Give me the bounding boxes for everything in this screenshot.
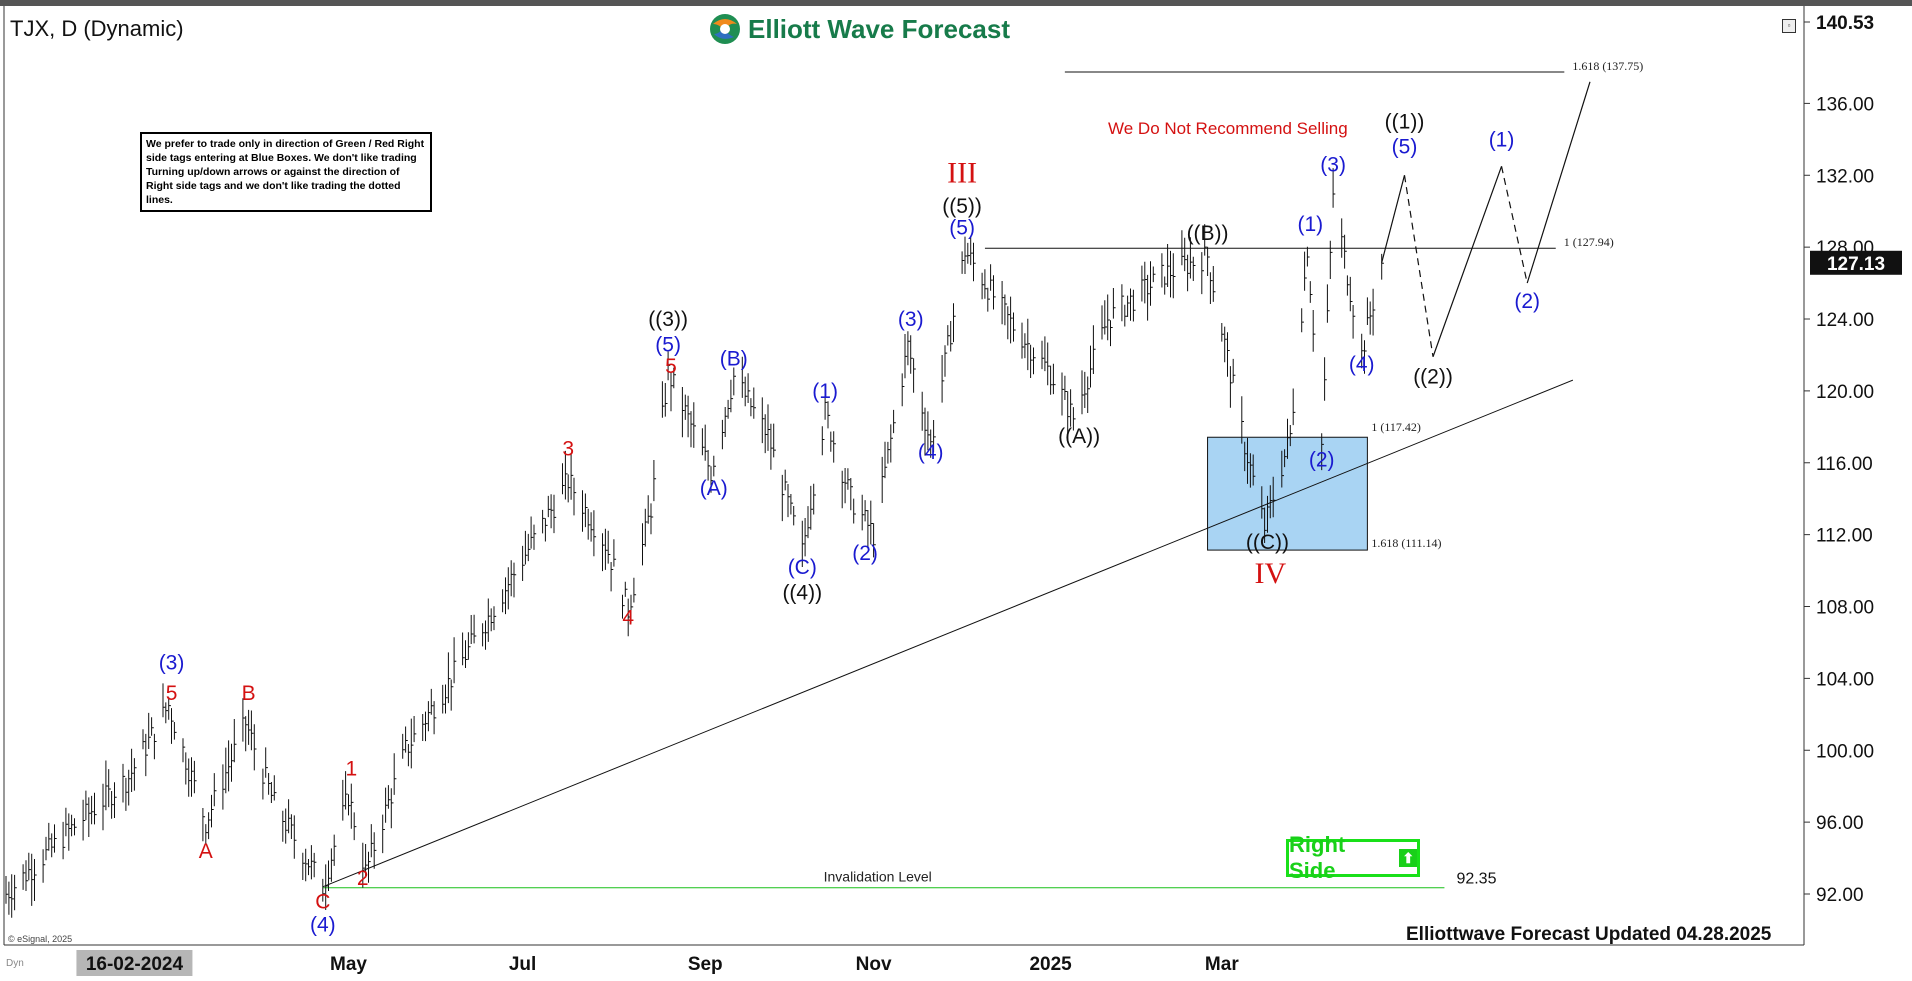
wave-label: ((3)) (648, 308, 688, 331)
price-tick-label: 92.00 (1816, 885, 1864, 906)
price-tick-label: 124.00 (1816, 310, 1874, 331)
wave-label: (A) (700, 477, 728, 500)
wave-label: (5) (655, 333, 681, 356)
wave-label: ((4)) (782, 581, 822, 604)
wave-label: ((C)) (1246, 531, 1289, 554)
wave-label: 3 (562, 438, 574, 461)
wave-label: (5) (949, 217, 975, 240)
date-highlight-box (76, 950, 193, 976)
time-tick-label: May (330, 954, 367, 975)
time-tick-label: 2025 (1029, 954, 1072, 975)
logo-globe-icon (710, 14, 740, 44)
wave-label: (3) (898, 308, 924, 331)
right-side-tag: Right Side ⬆ (1286, 832, 1420, 883)
wave-label: (4) (918, 441, 944, 464)
wave-label: (1) (812, 380, 838, 403)
wave-label: (C) (788, 556, 817, 579)
price-tick-label: 140.53 (1816, 13, 1874, 34)
wave-label: (1) (1489, 129, 1515, 152)
blue-box-bottom-label: 1.618 (111.14) (1371, 536, 1441, 550)
price-tick-label: 132.00 (1816, 166, 1874, 187)
trading-note: We prefer to trade only in direction of … (140, 132, 432, 212)
wave-label: C (315, 890, 330, 913)
wave-label: ((1)) (1385, 111, 1425, 134)
price-tick-label: 116.00 (1816, 454, 1873, 475)
wave-label: (2) (852, 542, 878, 565)
wave-label: IV (1255, 557, 1287, 590)
dyn-label: Dyn (6, 958, 24, 969)
wave-label: ((2)) (1413, 366, 1453, 389)
wave-label: (4) (310, 914, 336, 937)
right-side-label: Right Side (1289, 832, 1346, 883)
wave-label: (3) (1320, 154, 1346, 177)
current-price-box (1810, 250, 1902, 275)
wave-label: B (242, 682, 256, 705)
time-tick-label: Mar (1205, 954, 1239, 975)
time-tick-label: Jul (509, 954, 536, 975)
price-tick-label: 120.00 (1816, 382, 1874, 403)
time-tick-label: 16-02-2024 (86, 954, 184, 975)
fib-level-label: 1 (127.94) (1564, 235, 1614, 249)
wave-label: (2) (1514, 290, 1540, 313)
wave-label: (1) (1297, 213, 1323, 236)
wave-label: III (947, 156, 977, 189)
arrow-up-icon: ⬆ (1399, 849, 1417, 867)
price-tick-label: 100.00 (1816, 741, 1874, 762)
wave-label: ((5)) (942, 195, 982, 218)
current-price-label: 127.13 (1827, 254, 1885, 275)
fib-level-label: 1.618 (137.75) (1572, 59, 1643, 73)
time-tick-label: Sep (688, 954, 723, 975)
price-tick-label: 96.00 (1816, 813, 1864, 834)
wave-label: 2 (357, 867, 369, 890)
warning-text: We Do Not Recommend Selling (1108, 119, 1348, 138)
wave-label: 4 (622, 606, 634, 629)
logo: Elliott Wave Forecast (708, 12, 1010, 46)
invalidation-label: Invalidation Level (824, 869, 932, 885)
wave-label: (B) (720, 348, 748, 371)
window-icon[interactable]: ▫ (1782, 19, 1796, 33)
price-tick-label: 108.00 (1816, 598, 1874, 619)
projection-path (1526, 81, 1591, 284)
wave-label: ((A)) (1058, 425, 1100, 448)
logo-text: Elliott Wave Forecast (748, 13, 1010, 44)
blue-box-top-label: 1 (117.42) (1371, 420, 1421, 434)
wave-label: (2) (1309, 448, 1335, 471)
price-tick-label: 104.00 (1816, 669, 1874, 690)
symbol-title: TJX, D (Dynamic) (10, 16, 184, 41)
projection-path (1432, 166, 1503, 357)
footer-updated: Elliottwave Forecast Updated 04.28.2025 (1406, 924, 1772, 945)
projection-path (1403, 175, 1434, 357)
price-bars (5, 168, 1384, 918)
top-bar (0, 0, 1912, 6)
wave-label: 1 (345, 757, 357, 780)
wave-label: (4) (1349, 353, 1375, 376)
wave-label: ((B)) (1187, 222, 1229, 245)
copyright-text: © eSignal, 2025 (8, 934, 72, 944)
invalidation-value: 92.35 (1456, 871, 1496, 888)
wave-label: 5 (166, 682, 178, 705)
wave-label: (5) (1392, 136, 1418, 159)
wave-label: 5 (665, 355, 677, 378)
projection-path (1500, 166, 1528, 284)
price-tick-label: 136.00 (1816, 94, 1874, 115)
projection-path (1381, 175, 1406, 263)
price-tick-label: 112.00 (1816, 526, 1873, 547)
time-tick-label: Nov (856, 954, 892, 975)
trendline (322, 379, 1574, 888)
wave-label: (3) (159, 651, 185, 674)
wave-label: A (199, 840, 213, 863)
